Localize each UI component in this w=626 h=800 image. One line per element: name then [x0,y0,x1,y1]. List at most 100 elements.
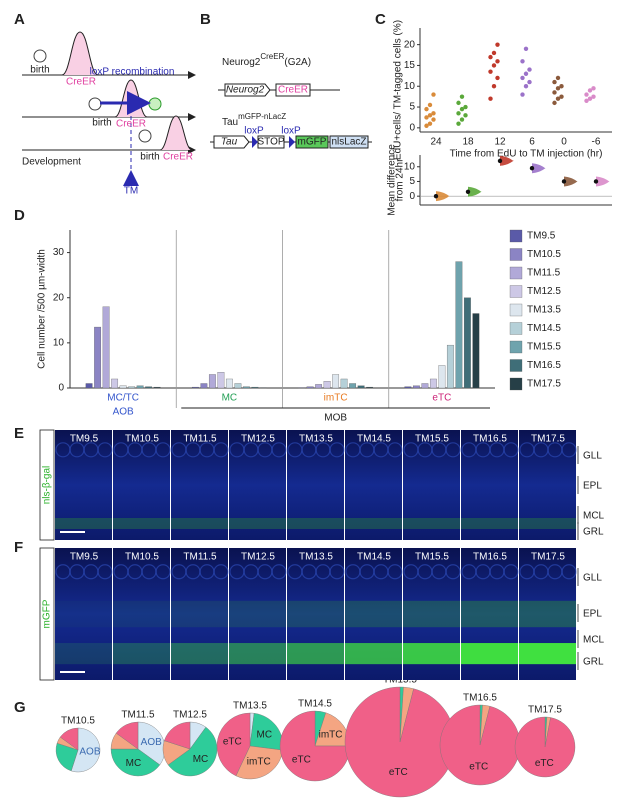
gene-box [329,135,369,149]
data-point [456,100,461,106]
allele-sup: mGFP-nLacZ [238,112,286,121]
creer: CreER [66,77,96,88]
data-point [555,75,561,81]
allele-sup: CreER [260,52,284,61]
stage-label: TM15.5 [415,552,449,563]
x-tick-label: -6 [592,137,601,148]
data-point [559,84,564,89]
glomerulus [97,564,113,580]
legend-label: TM15.5 [527,342,561,353]
bar [455,261,463,389]
bar [472,313,480,389]
pie-title: TM12.5 [173,710,207,721]
pie-title: TM16.5 [463,693,497,704]
bar [340,378,348,389]
glomerulus [503,442,519,458]
panel-b: Neurog2CreER(G2A) Neurog2 CreER TaumGFP-… [210,52,372,149]
y-axis-label: EdU+cells/ TM-tagged cells (%) [393,20,404,160]
gfp-band [403,518,460,529]
legend-swatch [509,248,523,261]
allele-suffix: (G2A) [284,57,311,68]
gfp-band [461,643,518,665]
x-tick-label: 12 [494,137,506,148]
legend-label: TM14.5 [527,323,561,334]
stage-label: TM15.5 [415,434,449,445]
recombination: loxP recombination [90,67,175,78]
data-point [459,117,465,122]
legend-swatch [509,266,523,280]
legend-label: TM11.5 [527,268,561,279]
data-point [523,46,529,51]
gfp-band [55,643,112,665]
y-tick-label: 5 [409,176,415,187]
data-point [491,63,497,68]
layer-label: EPL [583,609,602,620]
pie-slice [70,727,101,773]
data-point [584,92,589,97]
bar [94,326,102,389]
data-point [463,113,468,118]
creer-peak [159,115,193,151]
panel-letter: G [14,699,26,716]
bar [323,381,331,389]
gfp-band [113,643,170,665]
panel-letter: C [375,11,386,28]
category-label: imTC [324,393,348,404]
gfp-band [519,518,576,529]
birth: birth [140,152,159,163]
stage-label: TM13.5 [299,434,333,445]
pie-slice [216,712,251,777]
allele-name: TaumGFP-nLacZ [222,112,286,128]
layer-label: GRL [583,527,604,538]
pie-title: TM14.5 [298,699,332,710]
mean-difference [433,193,439,199]
panel-a: birth CreER loxP recombination birth Cre… [22,31,196,197]
loxp-site [252,136,258,148]
panel-letter: F [14,539,23,556]
pie-slice [55,742,79,772]
glomerulus [271,442,287,458]
stage-label: TM16.5 [473,552,507,563]
pie-slice [167,726,218,777]
panel-letter: D [14,207,25,224]
y-tick-label: 15 [404,60,416,71]
legend-swatch [509,285,523,298]
pie-slice [439,704,521,786]
category-label: eTC [432,393,451,404]
data-point [591,86,596,91]
bar [429,378,437,389]
legend-label: TM10.5 [527,249,561,260]
data-point [520,59,525,64]
y-tick-label: 30 [53,247,65,258]
data-point [488,69,493,74]
category-label: MC/TC [107,393,139,404]
legend-swatch [509,340,523,354]
data-point [552,90,557,95]
loxp-label: loxP [244,126,264,137]
y-tick-label: 10 [404,81,416,92]
data-point [584,98,589,104]
bar [119,385,127,389]
gfp-band [519,643,576,665]
data-point [523,84,529,89]
slice-label: imTC [247,757,271,768]
data-point [456,111,461,116]
data-point [495,75,500,81]
glomerulus [271,564,287,580]
y-axis-label: from 24hr [395,158,406,201]
glomerulus [445,442,461,458]
data-point [459,94,465,99]
stage-label: TM12.5 [241,434,275,445]
glomerulus [97,442,113,458]
mean-difference [497,158,503,164]
bar [306,386,314,389]
gfp-band [229,600,286,628]
data-point [427,121,433,126]
gfp-band [287,643,344,665]
cell-icon [148,97,162,111]
distribution [500,155,514,166]
data-point [456,121,461,126]
stage-label: TM17.5 [531,434,565,445]
slice-label: imTC [319,729,343,740]
